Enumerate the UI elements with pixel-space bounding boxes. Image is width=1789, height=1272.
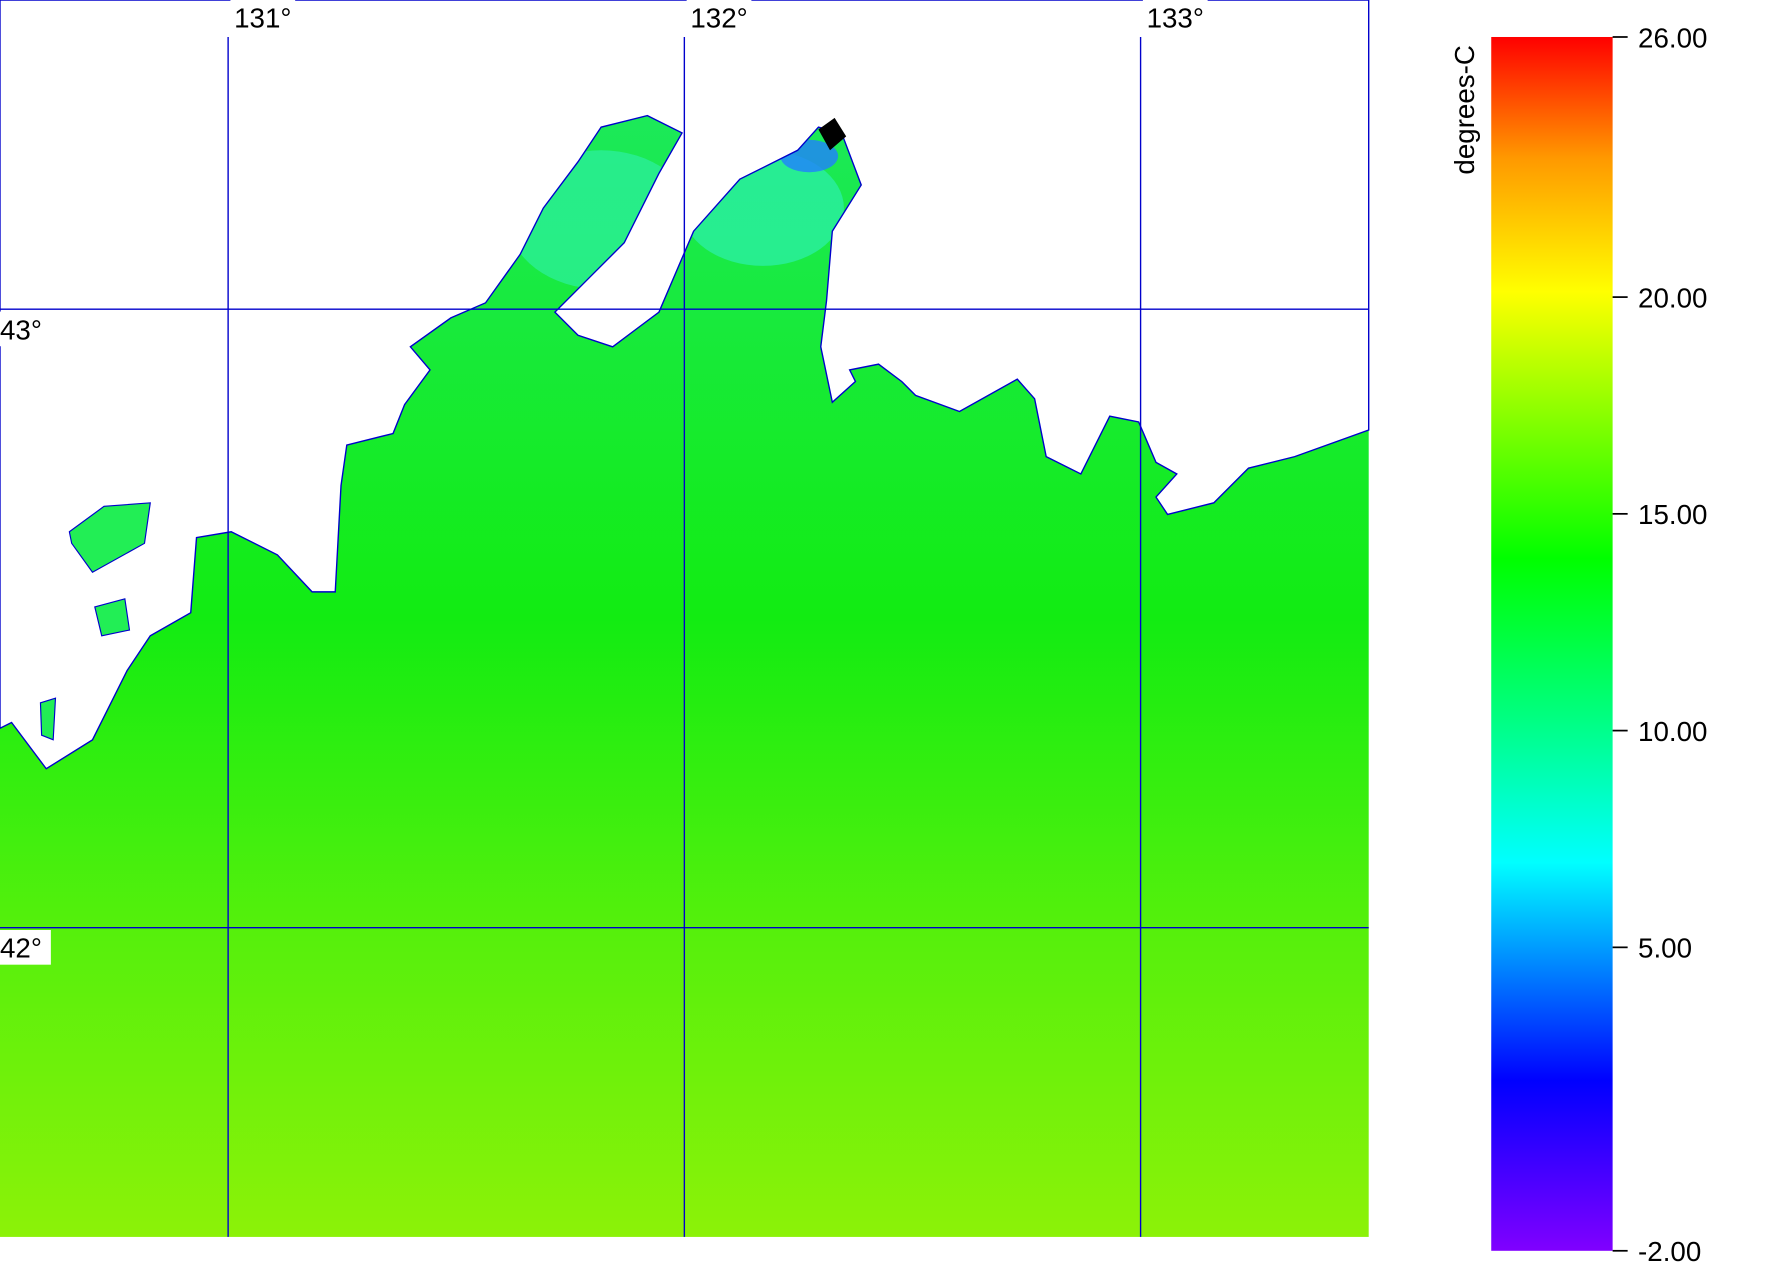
label-bg xyxy=(230,0,296,35)
island xyxy=(39,697,57,741)
lon-label: 131° xyxy=(234,3,291,34)
colorbar: degrees-C 26.00 20.00 15.00 10.00 5.00 -2.00 xyxy=(1449,22,1708,1267)
label-bg xyxy=(686,0,752,35)
colorbar-tick-label: 10.00 xyxy=(1638,716,1707,747)
label-bg xyxy=(0,311,51,347)
colorbar-tick-label: 26.00 xyxy=(1638,22,1707,53)
colorbar-label: degrees-C xyxy=(1449,45,1480,174)
colorbar-tick-label: 20.00 xyxy=(1638,282,1707,313)
lat-label: 42° xyxy=(0,933,42,964)
colorbar-tick-label: 5.00 xyxy=(1638,933,1692,964)
island xyxy=(94,598,131,637)
land xyxy=(0,0,1370,770)
no-data xyxy=(818,117,847,151)
label-bg xyxy=(1142,0,1208,35)
lon-label: 133° xyxy=(1147,3,1204,34)
map: 131° 132° 133° 43° 42° xyxy=(0,0,1370,1237)
colorbar-tick-label: 15.00 xyxy=(1638,499,1707,530)
colorbar-ramp xyxy=(1491,36,1613,1251)
figure-group: 131° 132° 133° 43° 42° degrees-C 26.00 20.00 1… xyxy=(0,0,1707,1267)
colorbar-tick-label: -2.00 xyxy=(1638,1236,1701,1267)
island xyxy=(68,502,151,573)
lon-label: 132° xyxy=(690,3,747,34)
lat-label: 43° xyxy=(0,314,42,345)
label-bg xyxy=(0,930,51,965)
